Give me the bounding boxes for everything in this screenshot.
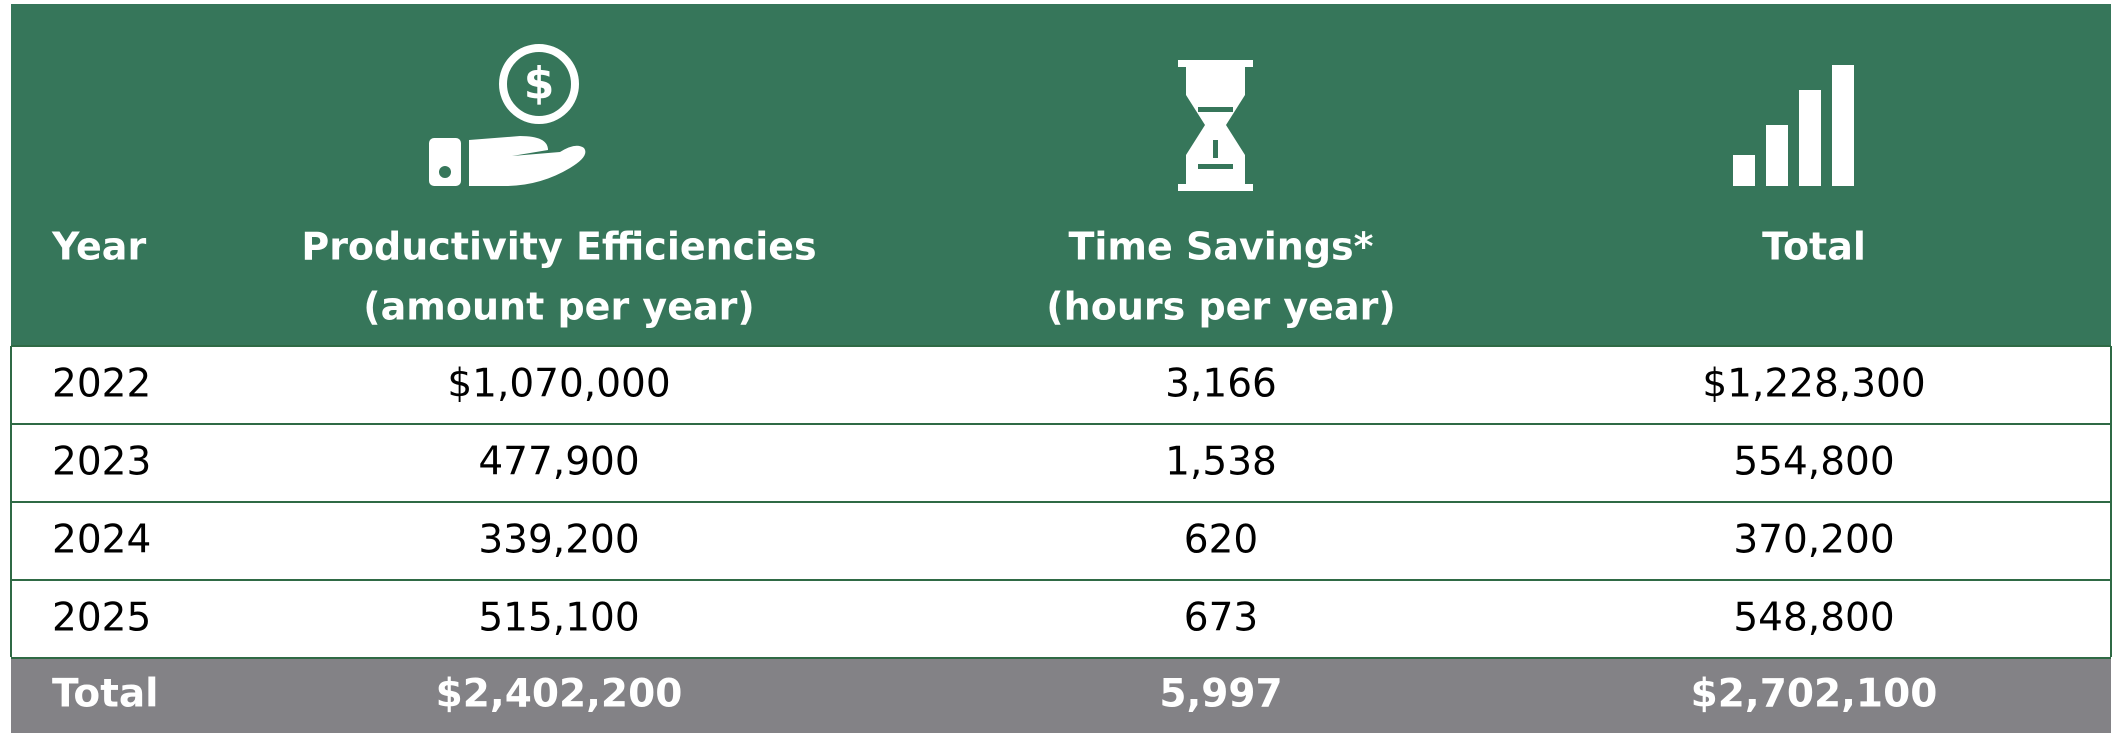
- header-cell: Productivity Efficiencies: [301, 225, 816, 269]
- cell: 548,800: [1733, 596, 1894, 641]
- header-cell: Time Savings*: [1068, 225, 1373, 269]
- header-bg: [11, 4, 2111, 346]
- cell: 339,200: [478, 518, 639, 563]
- header-cell: (hours per year): [1046, 285, 1395, 329]
- header-cell: Total: [1762, 225, 1866, 269]
- total-bg: [11, 657, 2111, 733]
- cell: 370,200: [1733, 518, 1894, 563]
- total-cell: 5,997: [1159, 672, 1282, 717]
- header-cell: (amount per year): [363, 285, 754, 329]
- cell: 1,538: [1165, 440, 1277, 485]
- cell: $1,228,300: [1702, 362, 1925, 407]
- cell: 2023: [52, 440, 151, 485]
- money-icon: $: [429, 44, 586, 186]
- cell: 2025: [52, 596, 151, 641]
- svg-text:$: $: [524, 58, 555, 109]
- header-cell: Year: [51, 225, 146, 269]
- cell: 2024: [52, 518, 151, 563]
- cell: $1,070,000: [447, 362, 670, 407]
- cell: 2022: [52, 362, 151, 407]
- total-cell: Total: [52, 672, 159, 717]
- hourglass-icon: [1178, 60, 1253, 191]
- cell: 3,166: [1165, 362, 1277, 407]
- total-cell: $2,402,200: [436, 672, 683, 717]
- cell: 554,800: [1733, 440, 1894, 485]
- cell: 673: [1184, 596, 1258, 641]
- bars-icon: [1733, 65, 1854, 186]
- cell: 515,100: [478, 596, 639, 641]
- cell: 620: [1184, 518, 1258, 563]
- cell: 477,900: [478, 440, 639, 485]
- total-cell: $2,702,100: [1691, 672, 1938, 717]
